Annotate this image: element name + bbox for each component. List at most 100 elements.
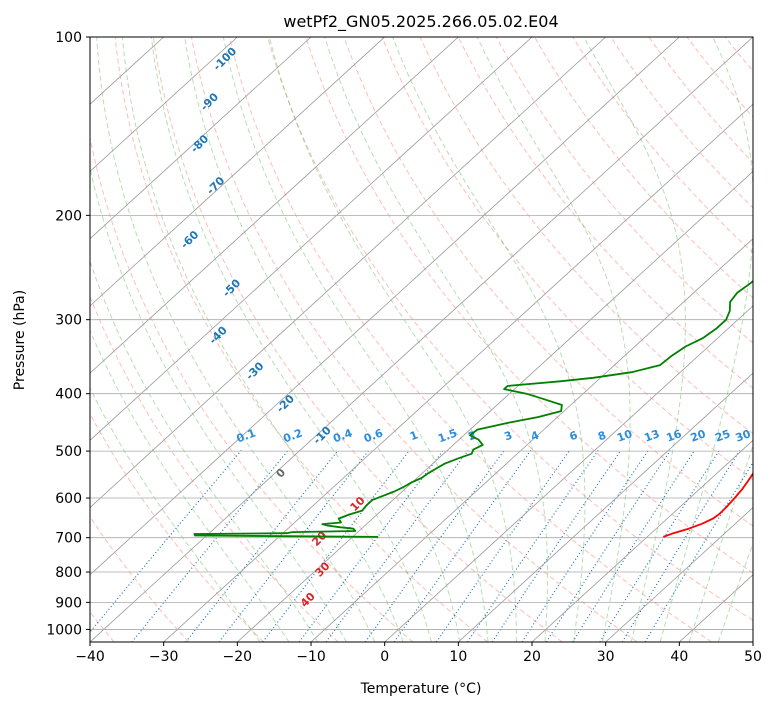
mixing-ratio-label: 8 [596,429,608,444]
temperature-profile-line [662,471,753,538]
isotherm-line [90,37,459,374]
y-tick-label: 200 [55,208,82,224]
moist-adiabat [476,37,631,642]
isotherm-line [90,37,385,307]
mixing-ratio-label: 0.6 [362,426,385,445]
plot-frame [89,36,754,643]
dry-adiabat [610,37,753,209]
dry-adiabat [305,37,753,574]
mixing-ratio-line [644,461,753,642]
y-tick-label: 600 [55,491,82,507]
isotherm-line [237,170,753,642]
mixing-ratio-label: 0.2 [281,427,304,446]
x-axis-label: Temperature (°C) [360,681,482,697]
moist-adiabat [121,37,404,642]
x-tick-label: −20 [223,649,253,665]
moist-adiabat [583,37,686,642]
moist-adiabat [90,165,347,642]
moist-adiabat [222,37,489,642]
y-tick-label: 700 [55,531,82,547]
moist-adiabat [90,259,319,642]
dry-adiabat [90,135,414,642]
x-tick-label: 50 [744,649,762,665]
moist-adiabat [184,37,461,642]
mixing-ratio-label: 30 [734,427,753,445]
mixing-ratio-label: 1 [408,429,420,444]
moist-adiabat [659,37,753,642]
mixing-ratio-label: 16 [665,427,684,445]
mixing-ratio-line [572,450,696,642]
x-tick-label: 30 [597,649,615,665]
x-tick-label: 20 [523,649,541,665]
moist-adiabat [392,37,586,642]
axis-layer: −40 −30 −20 −10 0 10 20 30 40 5010020030040050060… [46,30,762,665]
mixing-ratio-line [599,450,720,642]
profile-layer [193,279,753,538]
dry-adiabat [114,37,488,642]
isotherm-line [752,641,753,642]
mixing-ratio-label: 0.4 [331,426,354,445]
isotherm-line [310,238,753,642]
isotherm-line [605,507,753,642]
x-tick-label: 10 [449,649,467,665]
mixing-ratio-label: 3 [503,429,515,444]
y-tick-label: 1000 [46,622,82,638]
moist-adiabat [150,37,432,642]
dry-adiabat [190,37,638,642]
grid-layer [90,37,775,642]
isotherm-line [531,439,753,642]
dry-adiabat [90,515,190,642]
y-tick-label: 300 [55,313,82,329]
mixing-ratio-line [393,450,532,642]
moist-adiabat [717,542,753,642]
mixing-ratio-label: 10 [615,427,634,445]
dry-adiabat [763,37,775,642]
moist-adiabat [688,444,753,642]
mixing-ratio-line [435,450,571,642]
isotherm-line [90,37,606,509]
dry-adiabat [90,295,339,642]
moist-adiabat [324,37,549,642]
isotherm-line [90,37,753,642]
isotherm-line [163,103,753,642]
isotherm-line [458,372,753,642]
mixing-ratio-line [467,450,599,642]
mixing-ratio-line [364,450,505,642]
moist-adiabat [90,387,261,642]
dry-adiabat [495,37,753,344]
mixing-ratio-line [545,450,671,642]
mixing-ratio-label: 4 [529,428,541,443]
moist-adiabat [268,37,517,642]
dry-adiabat [534,37,753,299]
isotherm-line [90,37,533,441]
y-tick-label: 500 [55,444,82,460]
x-tick-label: 0 [380,649,389,665]
dry-adiabat [457,37,753,389]
y-tick-label: 800 [55,565,82,581]
y-tick-label: 400 [55,387,82,403]
mixing-ratio-label: 1.5 [436,427,459,446]
mixing-ratio-line [325,450,469,642]
y-tick-label: 100 [55,30,82,46]
x-tick-label: −10 [296,649,326,665]
dry-adiabat [229,37,712,642]
mixing-ratio-label: 0.1 [235,427,258,446]
isotherm-line [384,305,753,642]
isotherm-line [90,37,680,576]
moist-adiabat [90,328,290,642]
x-tick-label: −30 [149,649,179,665]
chart-title: wetPf2_GN05.2025.266.05.02.E04 [283,12,558,32]
y-axis-label: Pressure (hPa) [12,290,28,390]
isotherm-line [90,37,312,240]
y-tick-label: 900 [55,595,82,611]
mixing-ratio-label: 13 [642,427,661,444]
x-tick-label: 40 [670,649,688,665]
mixing-ratio-line [185,450,339,642]
dry-adiabat [343,37,753,527]
dry-adiabat [267,37,753,622]
mixing-ratio-label: 36 [754,427,773,445]
mixing-ratio-label: 6 [568,428,580,443]
mixing-ratio-line [131,450,289,642]
mixing-ratio-line [298,450,444,642]
